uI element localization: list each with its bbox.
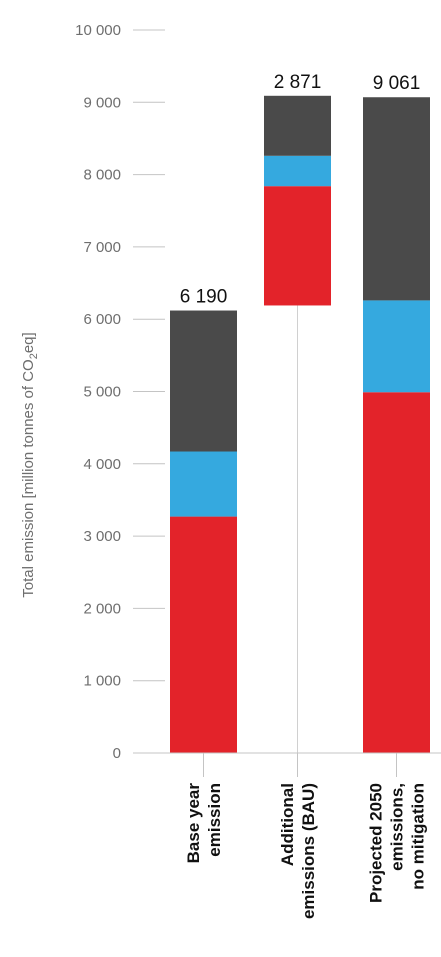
y-tick-label: 0 — [113, 745, 121, 762]
bar-segment — [363, 97, 430, 301]
y-tick-label: 1 000 — [83, 673, 121, 690]
category-label: Additional — [278, 783, 297, 866]
category-label: emissions (BAU) — [299, 783, 318, 919]
bar-total-label: 9 061 — [373, 73, 421, 94]
bar-segment — [363, 300, 430, 393]
bar-segment — [170, 451, 237, 517]
y-tick-label: 10 000 — [75, 22, 121, 39]
category-label: emission — [205, 783, 224, 857]
y-tick-label: 8 000 — [83, 167, 121, 184]
x-axis: Base year emission Additional emissions (BA… — [165, 752, 441, 919]
category-label: no mitigation — [409, 783, 428, 890]
y-tick-label: 3 000 — [83, 528, 121, 545]
y-axis-label: Total emission [million tonnes of CO2eq] — [20, 332, 40, 597]
y-tick-label: 4 000 — [83, 456, 121, 473]
bar-segment — [264, 155, 331, 187]
y-tick-label: 6 000 — [83, 311, 121, 328]
category-label: Base year — [184, 783, 203, 864]
bar-segment — [264, 95, 331, 156]
bars: 6 190 2 871 9 061 — [170, 72, 430, 753]
y-tick-label: 7 000 — [83, 239, 121, 256]
bar-segment — [363, 392, 430, 753]
y-axis: 0 1 000 2 000 3 000 4 000 5 000 6 000 7 000 8 00… — [75, 22, 165, 762]
y-tick-label: 9 000 — [83, 94, 121, 111]
bar-segment — [170, 516, 237, 753]
bar-segment — [264, 186, 331, 306]
bar-segment — [170, 310, 237, 452]
y-tick-label: 5 000 — [83, 384, 121, 401]
y-tick-label: 2 000 — [83, 600, 121, 617]
bar-total-label: 2 871 — [274, 72, 322, 93]
category-label: Projected 2050 — [367, 783, 386, 903]
bar-total-label: 6 190 — [180, 287, 228, 308]
category-label: emissions, — [388, 783, 407, 871]
